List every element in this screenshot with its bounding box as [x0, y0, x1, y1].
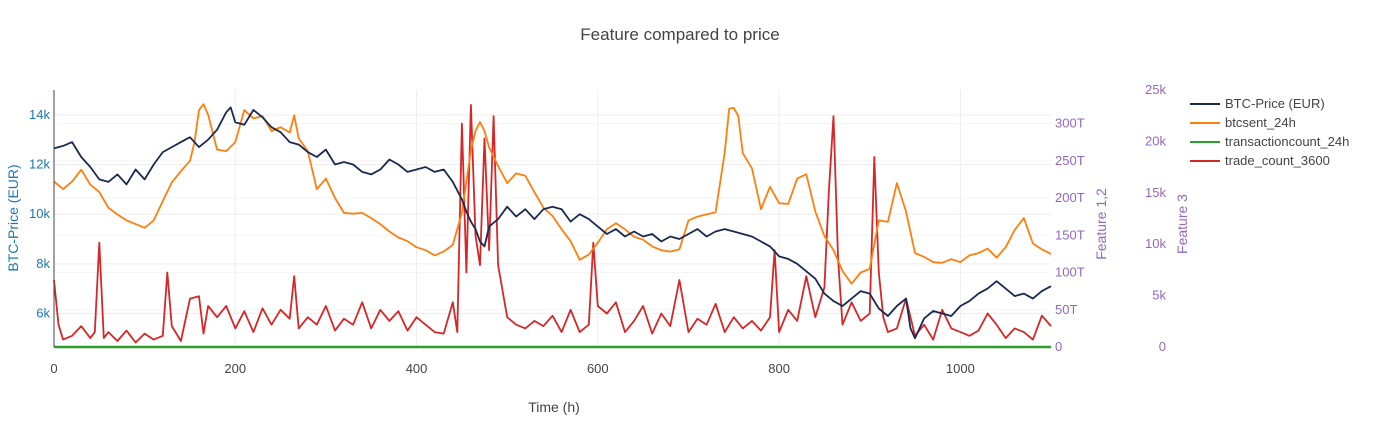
y-tick-label: 14k	[29, 107, 50, 122]
y2-tick-label: 150T	[1055, 227, 1085, 242]
x-tick-label: 200	[224, 361, 246, 376]
y2-tick-label: 300T	[1055, 116, 1085, 131]
y2-tick-label: 100T	[1055, 265, 1085, 280]
x-tick-label: 1000	[946, 361, 975, 376]
y2-tick-label: 50T	[1055, 302, 1077, 317]
series-trade-line	[53, 104, 1052, 344]
x-axis-title: Time (h)	[528, 399, 580, 415]
y3-axis-title: Feature 3	[1174, 194, 1190, 254]
y-tick-label: 6k	[36, 305, 50, 320]
legend-label-txcount: transactioncount_24h	[1225, 134, 1349, 149]
legend-label-trade: trade_count_3600	[1225, 153, 1330, 168]
y-tick-label: 10k	[29, 206, 50, 221]
legend-label-sent: btcsent_24h	[1225, 115, 1296, 130]
legend-item-sent[interactable]: btcsent_24h	[1190, 115, 1296, 130]
y3-tick-label: 0	[1159, 339, 1166, 354]
legend-item-trade[interactable]: trade_count_3600	[1190, 153, 1330, 168]
legend-item-txcount[interactable]: transactioncount_24h	[1190, 134, 1349, 149]
x-tick-label: 800	[768, 361, 790, 376]
grid-layer	[53, 90, 1051, 348]
series-price-line	[53, 106, 1052, 340]
x-tick-label: 0	[50, 361, 57, 376]
series-layer	[53, 103, 1052, 349]
chart-title: Feature compared to price	[580, 25, 779, 44]
y-tick-label: 8k	[36, 256, 50, 271]
legend[interactable]: BTC-Price (EUR) btcsent_24h transactionc…	[1190, 96, 1349, 168]
y3-tick-label: 10k	[1145, 236, 1166, 251]
y-tick-label: 12k	[29, 156, 50, 171]
y2-tick-label: 0	[1055, 339, 1062, 354]
y2-axis-title: Feature 1,2	[1093, 188, 1109, 260]
y3-tick-label: 20k	[1145, 133, 1166, 148]
y3-tick-label: 5k	[1152, 288, 1166, 303]
x-tick-label: 400	[406, 361, 428, 376]
legend-label-price: BTC-Price (EUR)	[1225, 96, 1325, 111]
legend-item-price[interactable]: BTC-Price (EUR)	[1190, 96, 1325, 111]
x-tick-label: 600	[587, 361, 609, 376]
y-axis-title: BTC-Price (EUR)	[5, 164, 21, 271]
y3-tick-label: 15k	[1145, 185, 1166, 200]
series-sent-line	[53, 103, 1052, 285]
y2-tick-label: 200T	[1055, 190, 1085, 205]
tick-layer: 6k 8k 10k 12k 14k 0 200 400 600 800 1000 0 50T 100T 15…	[29, 82, 1166, 376]
y2-tick-label: 250T	[1055, 153, 1085, 168]
y3-tick-label: 25k	[1145, 82, 1166, 97]
